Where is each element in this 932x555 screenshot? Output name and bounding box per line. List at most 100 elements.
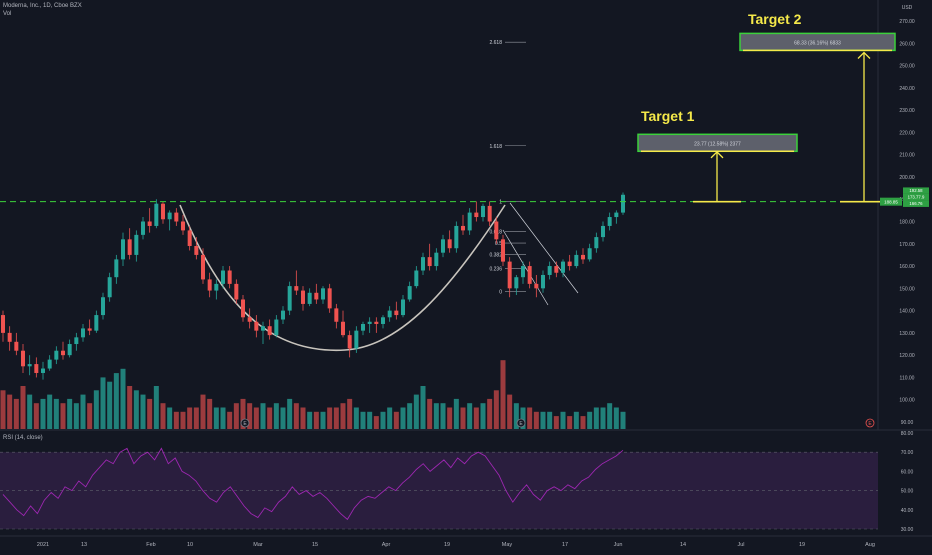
candle-body [567, 261, 572, 267]
candle-body [354, 330, 359, 349]
volume-bar [327, 407, 333, 429]
volume-bar [473, 407, 479, 429]
volume-bar [287, 398, 293, 429]
time-axis[interactable]: 2021 13 Feb 10 Mar 15 Apr 19 May 17 Jun 14 Jul 19 Aug [37, 542, 875, 548]
volume-bar [107, 381, 113, 429]
volume-bar [273, 403, 279, 429]
rsi-tick: 40.00 [901, 508, 914, 514]
price-tick: 140.00 [899, 309, 915, 315]
volume-bar [533, 411, 539, 429]
candle-body [527, 266, 532, 284]
candle-body [21, 350, 25, 367]
volume-bar [180, 411, 186, 429]
candle-body [254, 321, 259, 331]
candle-body [14, 341, 19, 351]
time-tick: 2021 [37, 542, 49, 548]
volume-bar [613, 407, 619, 429]
volume-bar [407, 403, 413, 429]
volume-bar [553, 416, 559, 429]
volume-bar [380, 411, 386, 429]
rsi-tick: 70.00 [901, 450, 914, 456]
volume-bar [153, 386, 159, 429]
candle-body [587, 248, 592, 260]
handle-lower-line [502, 229, 549, 306]
volume-bar [367, 411, 373, 429]
candle-body [614, 212, 619, 218]
volume-bar [260, 403, 266, 429]
candle-body [607, 217, 612, 226]
candle-body [554, 266, 559, 273]
candle-body [41, 368, 45, 373]
price-tick: 210.00 [899, 153, 915, 159]
rsi-panel: 80.00 70.00 60.00 50.00 40.00 30.00 [0, 431, 913, 533]
candle-body [361, 323, 365, 331]
earnings-icon-label: E [519, 421, 523, 427]
price-axis[interactable]: USD 270.00 260.00 250.00 240.00 230.00 220.00 2… [880, 5, 929, 426]
fib-level-label: 0 [499, 290, 502, 296]
volume-bar [193, 407, 199, 429]
target1-label: Target 1 [641, 108, 695, 124]
fib-level-label: 1 [499, 200, 502, 206]
volume-bar [27, 394, 33, 429]
price-tag-text: 173.77.9 [908, 195, 925, 200]
candle-body [207, 279, 212, 291]
targets-layer: 23.77 (12.58%) 2377 68.33 (36.16%) 6833 Ta… [0, 11, 896, 203]
target1-box-text: 23.77 (12.58%) 2377 [694, 141, 741, 147]
volume-bar [493, 390, 499, 429]
candle-body [267, 326, 272, 336]
chart-title[interactable]: Moderna, Inc., 1D, Cboe BZX [3, 3, 82, 9]
time-tick: Mar [253, 542, 263, 548]
candle-body [287, 286, 292, 311]
volume-bar [0, 390, 6, 429]
candle-body [534, 283, 539, 289]
volume-bar [300, 407, 306, 429]
volume-bar [187, 407, 193, 429]
rsi-tick: 80.00 [901, 431, 914, 437]
candle-body [407, 286, 412, 300]
candle-body [94, 315, 99, 331]
volume-label[interactable]: Vol [3, 11, 12, 17]
earnings-icon-label: E [243, 421, 247, 427]
volume-bar [360, 411, 366, 429]
target2-arrow-head [857, 51, 871, 59]
candle-body [74, 337, 79, 345]
time-tick: 14 [680, 542, 686, 548]
volume-bar [393, 411, 399, 429]
candle-body [574, 254, 579, 267]
price-tick: 110.00 [900, 375, 915, 381]
candle-body [514, 277, 519, 289]
price-tick: 150.00 [899, 286, 915, 292]
time-tick: 10 [187, 542, 193, 548]
volume-bar [307, 411, 313, 429]
candle-body [394, 310, 399, 316]
volume-bar [93, 390, 99, 429]
price-tick: 230.00 [899, 108, 915, 114]
volume-bar [87, 403, 93, 429]
price-tick: 270.00 [899, 19, 915, 25]
price-tick: 180.00 [899, 220, 915, 226]
candle-body [501, 239, 505, 262]
currency-label: USD [902, 5, 913, 11]
target1-arrow-head [710, 150, 724, 159]
rsi-label[interactable]: RSI (14, close) [3, 435, 43, 441]
candle-body [447, 239, 452, 249]
price-tick: 90.00 [901, 420, 914, 426]
volume-bar [373, 416, 379, 429]
volume-bar [600, 407, 606, 429]
candle-body [154, 203, 159, 226]
volume-bar [453, 398, 459, 429]
volume-bar [620, 411, 626, 429]
candle-body [401, 299, 405, 316]
price-tick: 100.00 [899, 398, 915, 404]
candle-body [67, 344, 72, 356]
price-tick: 220.00 [899, 130, 915, 136]
volume-bar [240, 398, 246, 429]
candle-body [87, 328, 92, 331]
candle-body [454, 225, 459, 249]
candle-body [461, 225, 465, 231]
volume-bar [573, 411, 579, 429]
candle-body [1, 315, 5, 333]
time-tick: Jul [737, 542, 744, 548]
candle-body [481, 205, 485, 218]
